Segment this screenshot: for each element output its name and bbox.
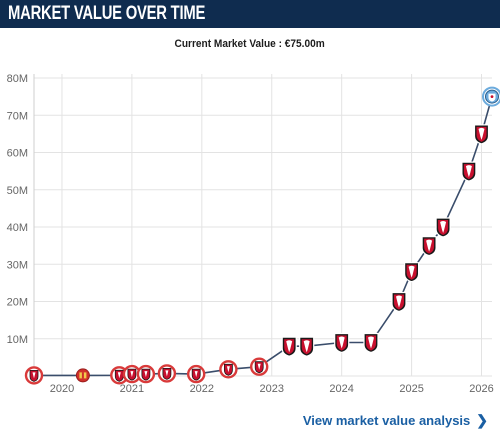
data-point-bournemouth-u21[interactable]	[186, 364, 206, 384]
data-point-bournemouth-u21[interactable]	[136, 364, 156, 384]
widget-title: MARKET VALUE OVER TIME	[8, 3, 206, 24]
data-point-bournemouth[interactable]	[299, 336, 315, 357]
data-point-bournemouth[interactable]	[404, 262, 420, 283]
data-point-bournemouth[interactable]	[391, 291, 407, 313]
x-tick-label: 2020	[50, 383, 74, 395]
data-point-bournemouth-u21[interactable]	[122, 364, 142, 384]
y-tick-label: 10M	[7, 334, 28, 346]
data-point-sunderland[interactable]	[75, 368, 90, 383]
line-layer	[34, 96, 493, 377]
x-tick-label: 2024	[329, 383, 353, 395]
data-point-bournemouth-u21[interactable]	[250, 357, 269, 376]
grid-layer	[34, 74, 492, 377]
data-point-bournemouth[interactable]	[281, 336, 297, 357]
data-point-manchester-city[interactable]	[482, 86, 500, 107]
view-market-value-analysis-link[interactable]: View market value analysis ❯	[303, 412, 488, 429]
y-tick-label: 50M	[7, 185, 28, 197]
x-tick-label: 2023	[259, 383, 283, 395]
view-market-value-analysis-label: View market value analysis	[302, 413, 471, 428]
data-point-bournemouth[interactable]	[363, 332, 379, 354]
data-point-bournemouth[interactable]	[461, 161, 477, 182]
data-point-bournemouth[interactable]	[435, 217, 451, 238]
data-point-bournemouth-u21[interactable]	[24, 366, 44, 385]
y-tick-label: 20M	[7, 297, 28, 309]
data-point-bournemouth-u21[interactable]	[157, 364, 177, 383]
data-point-bournemouth-u21[interactable]	[219, 360, 238, 379]
current-market-value: Current Market Value : €75.00m	[0, 38, 500, 50]
y-tick-label: 30M	[7, 259, 28, 271]
current-market-value-label: Current Market Value : €75.00m	[174, 38, 326, 50]
data-point-bournemouth[interactable]	[421, 236, 437, 257]
x-tick-label: 2026	[469, 383, 493, 395]
axis-layer: 10M 20M 30M 40M 50M 60M 70M 80M 2020 2021 2022 2023…	[7, 73, 494, 395]
widget-header: MARKET VALUE OVER TIME	[0, 0, 500, 28]
data-point-bournemouth[interactable]	[334, 332, 350, 354]
y-tick-label: 70M	[7, 110, 28, 122]
chevron-right-icon: ❯	[476, 412, 488, 428]
y-tick-label: 80M	[7, 73, 28, 85]
y-tick-label: 40M	[7, 222, 28, 234]
y-tick-label: 60M	[7, 148, 28, 160]
market-value-line	[34, 96, 493, 377]
marker-layer[interactable]	[24, 86, 500, 385]
x-tick-label: 2022	[190, 383, 214, 395]
data-point-bournemouth[interactable]	[473, 124, 490, 145]
x-tick-label: 2021	[120, 383, 144, 395]
x-tick-label: 2025	[399, 383, 423, 395]
